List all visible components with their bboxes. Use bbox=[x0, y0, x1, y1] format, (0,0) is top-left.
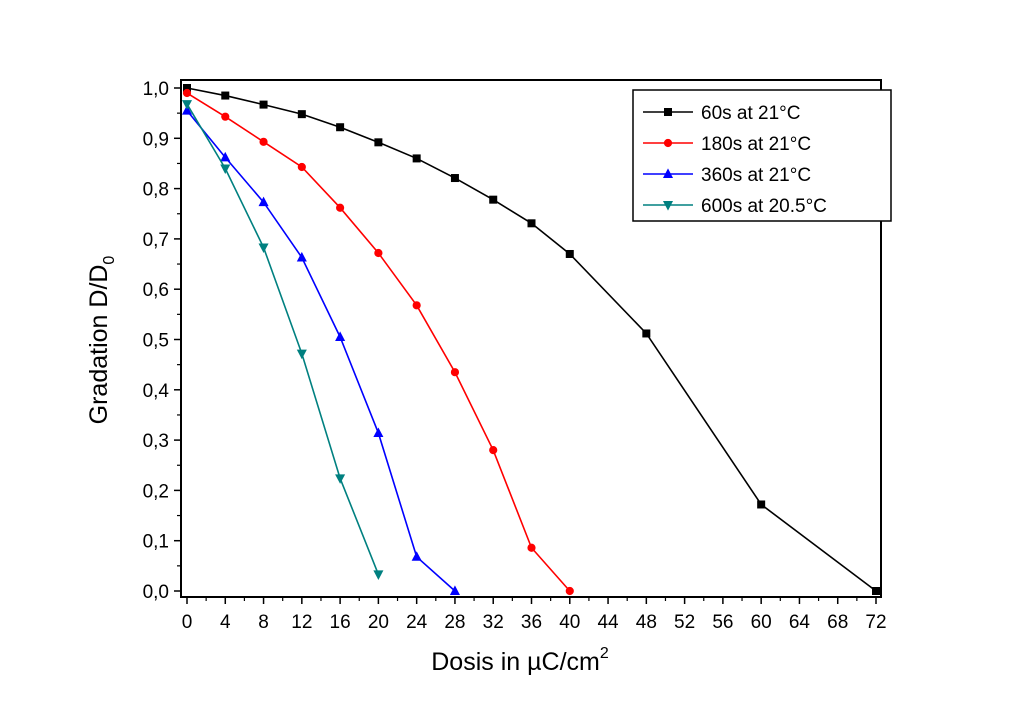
legend-marker bbox=[662, 168, 674, 178]
data-point bbox=[258, 196, 269, 207]
legend-label: 60s at 21°C bbox=[701, 103, 801, 124]
data-point bbox=[259, 137, 268, 146]
data-point bbox=[527, 543, 536, 552]
series-3 bbox=[181, 105, 460, 595]
data-point bbox=[373, 570, 384, 580]
legend-marker bbox=[663, 138, 673, 148]
data-point bbox=[489, 446, 498, 455]
legend-item: 60s at 21°C bbox=[643, 103, 801, 124]
series-layer bbox=[181, 84, 880, 596]
data-point bbox=[527, 219, 536, 228]
series-2 bbox=[182, 88, 574, 596]
x-tick-label: 68 bbox=[827, 612, 848, 633]
data-point bbox=[221, 91, 230, 100]
data-point bbox=[489, 195, 498, 204]
x-axis-title: Dosis in µC/cm2 bbox=[431, 645, 609, 676]
data-point bbox=[412, 301, 421, 310]
legend-item: 600s at 20.5°C bbox=[643, 196, 827, 217]
data-point bbox=[450, 368, 460, 377]
x-tick-label: 44 bbox=[597, 612, 619, 633]
y-tick-label: 0,9 bbox=[143, 129, 169, 150]
y-axis-title: Gradation D/D0 bbox=[85, 256, 118, 425]
y-tick-label: 1,0 bbox=[143, 79, 169, 100]
x-tick-label: 0 bbox=[182, 612, 193, 633]
legend-label: 600s at 20.5°C bbox=[701, 196, 827, 217]
data-point bbox=[335, 331, 346, 341]
x-tick-label: 8 bbox=[258, 612, 269, 633]
x-tick-label: 16 bbox=[330, 612, 351, 633]
data-point bbox=[336, 123, 345, 132]
series-line bbox=[186, 92, 571, 592]
data-point bbox=[872, 587, 880, 595]
x-tick-label: 28 bbox=[444, 612, 465, 633]
x-tick-label: 32 bbox=[483, 612, 504, 633]
data-point bbox=[757, 500, 766, 509]
x-tick-label: 56 bbox=[712, 612, 733, 633]
x-tick-label: 4 bbox=[220, 612, 231, 633]
data-point bbox=[297, 162, 306, 172]
x-tick-label: 48 bbox=[636, 612, 657, 633]
series-line bbox=[186, 103, 380, 575]
y-tick-label: 0,0 bbox=[143, 582, 169, 603]
data-point bbox=[565, 586, 574, 596]
legend-marker bbox=[662, 201, 674, 211]
data-point bbox=[565, 249, 574, 258]
y-tick-label: 0,6 bbox=[143, 280, 169, 301]
data-point bbox=[374, 248, 383, 258]
y-tick-label: 0,1 bbox=[143, 532, 169, 553]
x-tick-label: 52 bbox=[674, 612, 695, 633]
legend-item: 180s at 21°C bbox=[643, 134, 811, 155]
data-point bbox=[259, 100, 268, 109]
data-point bbox=[411, 551, 422, 561]
x-tick-label: 72 bbox=[865, 612, 886, 633]
data-point bbox=[258, 243, 269, 254]
data-point bbox=[221, 112, 230, 121]
y-axis-title-subscript: 0 bbox=[101, 256, 118, 265]
y-tick-label: 0,5 bbox=[143, 331, 169, 352]
series-line bbox=[186, 110, 456, 592]
data-point bbox=[450, 174, 459, 183]
legend-label: 180s at 21°C bbox=[701, 134, 811, 155]
x-tick-label: 24 bbox=[406, 612, 428, 633]
data-point bbox=[642, 329, 651, 338]
data-point bbox=[296, 349, 307, 360]
y-tick-label: 0,3 bbox=[143, 431, 169, 452]
data-point bbox=[297, 110, 306, 119]
legend-label: 360s at 21°C bbox=[701, 165, 811, 186]
legend: 60s at 21°C 180s at 21°C 360s at 21°C 600s … bbox=[632, 89, 892, 222]
y-tick-label: 0,4 bbox=[143, 381, 170, 402]
series-4 bbox=[181, 100, 384, 580]
x-axis-title-superscript: 2 bbox=[600, 645, 609, 662]
data-point bbox=[335, 474, 346, 484]
legend-item: 360s at 21°C bbox=[643, 165, 811, 186]
data-point bbox=[220, 164, 231, 175]
y-tick-label: 0,2 bbox=[143, 481, 169, 502]
y-tick-label: 0,8 bbox=[143, 180, 169, 201]
data-point bbox=[220, 151, 231, 162]
data-point bbox=[374, 138, 383, 147]
legend-box bbox=[632, 89, 892, 222]
series-1 bbox=[183, 84, 880, 595]
data-point bbox=[296, 251, 307, 262]
data-point bbox=[181, 100, 193, 110]
data-point bbox=[181, 105, 193, 115]
y-tick-label: 0,7 bbox=[143, 230, 169, 251]
data-point bbox=[182, 88, 192, 98]
x-tick-label: 12 bbox=[291, 612, 312, 633]
x-tick-label: 64 bbox=[789, 612, 811, 633]
axes: 0 4 8 12 16 20 24 28 32 36 40 44 48 52 56 60 64 68 720,00,… bbox=[143, 79, 887, 633]
data-point bbox=[412, 154, 421, 163]
x-tick-label: 60 bbox=[751, 612, 772, 633]
data-point bbox=[373, 427, 384, 438]
data-point bbox=[449, 585, 460, 595]
x-tick-label: 36 bbox=[521, 612, 542, 633]
x-tick-label: 40 bbox=[559, 612, 580, 633]
series-line bbox=[186, 87, 877, 592]
x-tick-label: 20 bbox=[368, 612, 389, 633]
legend-marker bbox=[664, 108, 672, 116]
data-point bbox=[336, 203, 345, 212]
